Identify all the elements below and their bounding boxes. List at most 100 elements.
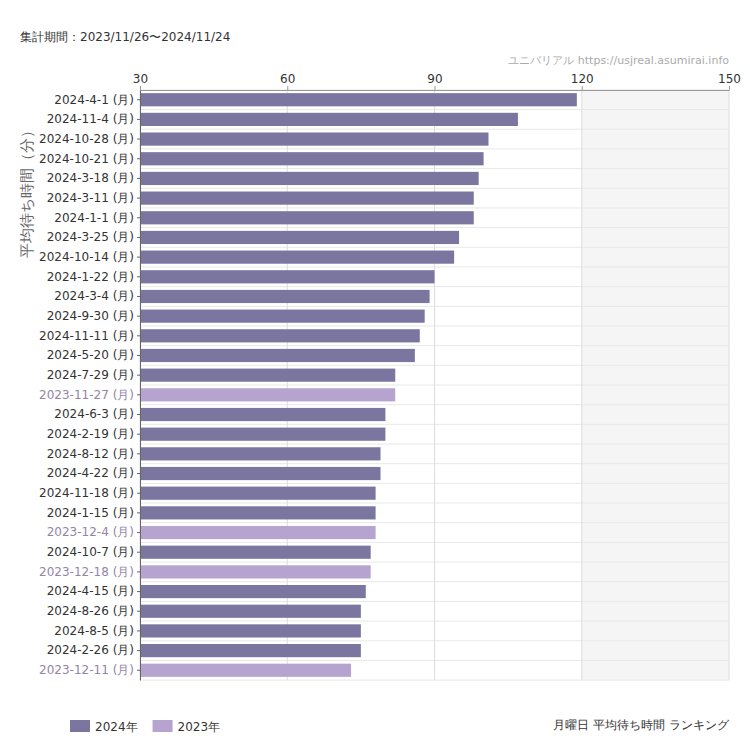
category-label: 2024-1-15 (月): [47, 506, 134, 520]
tick-mark: [287, 86, 288, 90]
legend-item: 2024年: [70, 720, 138, 734]
bar: [140, 664, 351, 677]
bar: [140, 270, 435, 283]
bar: [140, 506, 376, 519]
x-axis: 306090120150: [133, 72, 741, 91]
bar: [140, 113, 518, 126]
tick: 2023-12-11 (月): [39, 663, 140, 677]
tick-mark: [137, 414, 140, 415]
tick: 2024-2-26 (月): [47, 643, 140, 657]
bar: [140, 172, 479, 185]
category-label: 2024-8-26 (月): [47, 604, 134, 618]
bar: [140, 388, 395, 401]
tick-mark: [137, 158, 140, 159]
tick: 2024-5-20 (月): [47, 348, 140, 362]
tick-mark: [137, 375, 140, 376]
tick: 2024-11-18 (月): [39, 486, 140, 500]
tick-mark: [140, 86, 141, 90]
category-label: 2024-6-3 (月): [54, 407, 134, 421]
category-label: 2024-3-25 (月): [47, 230, 134, 244]
tick: 2024-11-4 (月): [47, 112, 140, 126]
tick-mark: [137, 650, 140, 651]
category-label: 2024-3-11 (月): [47, 191, 134, 205]
category-label: 2024-2-19 (月): [47, 427, 134, 441]
tick-mark: [137, 611, 140, 612]
tick: 2024-7-29 (月): [47, 368, 140, 382]
tick: 2024-1-22 (月): [47, 270, 140, 284]
tick: 90: [427, 72, 442, 90]
tick-mark: [137, 493, 140, 494]
category-label: 2024-3-18 (月): [47, 171, 134, 185]
category-label: 2024-10-28 (月): [39, 132, 134, 146]
bar: [140, 447, 381, 460]
legend: 2024年2023年: [70, 720, 220, 734]
bar: [140, 487, 376, 500]
bar: [140, 526, 376, 539]
tick: 2023-12-18 (月): [39, 565, 140, 579]
category-label: 2024-10-21 (月): [39, 152, 134, 166]
tick-label: 60: [280, 72, 295, 86]
category-label: 2024-2-26 (月): [47, 643, 134, 657]
y-axis: 2024-4-1 (月)2024-11-4 (月)2024-10-28 (月)2…: [39, 91, 140, 681]
tick-mark: [137, 453, 140, 454]
tick: 2024-10-7 (月): [47, 545, 140, 559]
tick: 120: [571, 72, 594, 90]
tick-mark: [137, 198, 140, 199]
bar: [140, 585, 366, 598]
axis-title: 平均待ち時間（分）: [18, 123, 36, 258]
tick: 2023-12-4 (月): [47, 525, 140, 539]
category-label: 2024-3-4 (月): [54, 289, 134, 303]
category-label: 2024-11-4 (月): [47, 112, 134, 126]
tick: 2024-10-14 (月): [39, 250, 140, 264]
tick-mark: [582, 86, 583, 90]
tick: 2024-1-15 (月): [47, 506, 140, 520]
bar: [140, 310, 425, 323]
legend-label: 2024年: [95, 720, 138, 734]
legend-swatch: [70, 720, 90, 732]
grid-line: [581, 90, 582, 680]
bar: [140, 231, 459, 244]
tick: 2024-2-19 (月): [47, 427, 140, 441]
category-label: 2024-10-7 (月): [47, 545, 134, 559]
bar: [140, 290, 430, 303]
tick-mark: [137, 257, 140, 258]
subtitle: 集計期間：2023/11/26〜2024/11/24: [20, 30, 230, 44]
tick-mark: [137, 139, 140, 140]
tick-mark: [137, 178, 140, 179]
tick-mark: [137, 630, 140, 631]
annotation: ユニバリアル https://usjreal.asumirai.info: [508, 54, 729, 67]
bar: [140, 93, 577, 106]
x-grid: [140, 90, 729, 680]
axis-line: [141, 90, 730, 91]
bar: [140, 329, 420, 342]
axis-line: [140, 91, 141, 681]
bars: [140, 93, 577, 677]
tick: 2024-3-4 (月): [54, 289, 140, 303]
tick-mark: [137, 591, 140, 592]
tick: 30: [133, 72, 148, 90]
bar: [140, 369, 395, 382]
tick-mark: [137, 571, 140, 572]
tick: 2024-4-15 (月): [47, 584, 140, 598]
category-label: 2023-12-18 (月): [39, 565, 134, 579]
category-label: 2024-4-15 (月): [47, 584, 134, 598]
tick: 2024-3-11 (月): [47, 191, 140, 205]
category-label: 2024-8-12 (月): [47, 447, 134, 461]
category-label: 2024-1-1 (月): [54, 211, 134, 225]
bar: [140, 152, 484, 165]
bar: [140, 428, 385, 441]
tick-mark: [137, 394, 140, 395]
tick-mark: [137, 335, 140, 336]
tick-mark: [137, 532, 140, 533]
tick: 2024-10-21 (月): [39, 152, 140, 166]
tick: 2024-10-28 (月): [39, 132, 140, 146]
tick-mark: [729, 86, 730, 90]
tick-mark: [137, 434, 140, 435]
category-label: 2024-10-14 (月): [39, 250, 134, 264]
row-grid: [140, 90, 729, 680]
category-label: 2024-9-30 (月): [47, 309, 134, 323]
bar: [140, 349, 415, 362]
tick-mark: [137, 355, 140, 356]
category-label: 2024-7-29 (月): [47, 368, 134, 382]
category-label: 2024-4-22 (月): [47, 466, 134, 480]
